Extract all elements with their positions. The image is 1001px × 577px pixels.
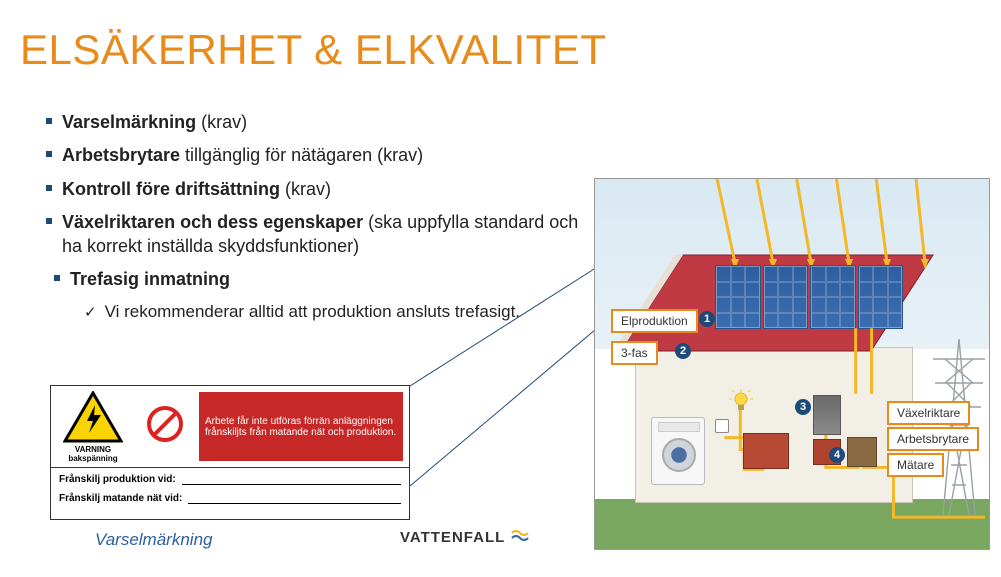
panel-icon: [858, 265, 904, 329]
solar-panels: [715, 265, 903, 329]
bullet-3-rest: (krav): [280, 179, 331, 199]
bullet-marker: [46, 118, 52, 124]
logo-wave-icon: [511, 528, 529, 546]
bullet-2-rest: tillgänglig för nätägaren (krav): [180, 145, 423, 165]
warning-card: VARNING bakspänning Arbete får inte utfö…: [50, 385, 410, 520]
bullet-4-bold: Växelriktaren och dess egenskaper: [62, 212, 363, 232]
bullet-2: Arbetsbrytare tillgänglig för nätägaren …: [46, 143, 586, 167]
panel-icon: [715, 265, 761, 329]
prohibition-icon: [145, 404, 185, 449]
washer-icon: [651, 417, 705, 485]
outlet-icon: [715, 419, 729, 433]
warning-triangle-icon: [63, 391, 123, 443]
warning-label-1: VARNING: [75, 445, 111, 454]
bullet-3-bold: Kontroll före driftsättning: [62, 179, 280, 199]
page-title: ELSÄKERHET & ELKVALITET: [20, 26, 607, 74]
tag-matare: Mätare: [887, 453, 944, 477]
meter-icon: [847, 437, 877, 467]
warning-line-2: Frånskilj matande nät vid:: [59, 493, 401, 504]
sun-rays-icon: [695, 178, 935, 269]
panel-icon: [810, 265, 856, 329]
logo-text: VATTENFALL: [400, 529, 505, 546]
panel-icon: [763, 265, 809, 329]
bullet-1-bold: Varselmärkning: [62, 112, 196, 132]
warning-red-text: Arbete får inte utföras förrän anläggnin…: [199, 392, 403, 461]
fuse-box-icon: [743, 433, 789, 469]
bullet-5: Trefasig inmatning: [54, 267, 586, 291]
blank-line: [188, 494, 401, 504]
number-1: 1: [699, 311, 715, 327]
bullets: Varselmärkning (krav) Arbetsbrytare till…: [46, 110, 586, 324]
bullet-marker: [46, 185, 52, 191]
tag-3fas: 3-fas: [611, 341, 658, 365]
bullet-marker: [54, 275, 60, 281]
house-diagram: Elproduktion 1 3-fas 2 Växelriktare 3 Ar…: [594, 178, 990, 550]
bulb-icon: [729, 389, 753, 413]
blank-line: [182, 475, 401, 485]
vattenfall-logo: VATTENFALL: [400, 528, 529, 546]
warning-label-2: bakspänning: [68, 454, 117, 463]
tag-vaxelriktare: Växelriktare: [887, 401, 970, 425]
warning-line-1: Frånskilj produktion vid:: [59, 474, 401, 485]
number-2: 2: [675, 343, 691, 359]
tag-arbetsbrytare: Arbetsbrytare: [887, 427, 979, 451]
tag-elproduktion: Elproduktion: [611, 309, 698, 333]
bullet-4: Växelriktaren och dess egenskaper (ska u…: [46, 210, 586, 259]
bullet-2-bold: Arbetsbrytare: [62, 145, 180, 165]
inverter-icon: [813, 395, 841, 435]
bullet-1-rest: (krav): [196, 112, 247, 132]
bullet-marker: [46, 151, 52, 157]
sub-bullet: Vi rekommenderar alltid att produktion a…: [84, 301, 586, 324]
bullet-marker: [46, 218, 52, 224]
bullet-1: Varselmärkning (krav): [46, 110, 586, 134]
warning-line-2-label: Frånskilj matande nät vid:: [59, 493, 182, 504]
warning-line-1-label: Frånskilj produktion vid:: [59, 474, 176, 485]
sub-text: Vi rekommenderar alltid att produktion a…: [105, 301, 520, 324]
bullet-5-bold: Trefasig inmatning: [70, 269, 230, 289]
slide: ELSÄKERHET & ELKVALITET Varselmärkning (…: [0, 0, 1001, 577]
warning-caption: Varselmärkning: [95, 530, 212, 550]
number-3: 3: [795, 399, 811, 415]
bullet-3: Kontroll före driftsättning (krav): [46, 177, 586, 201]
number-4: 4: [829, 447, 845, 463]
